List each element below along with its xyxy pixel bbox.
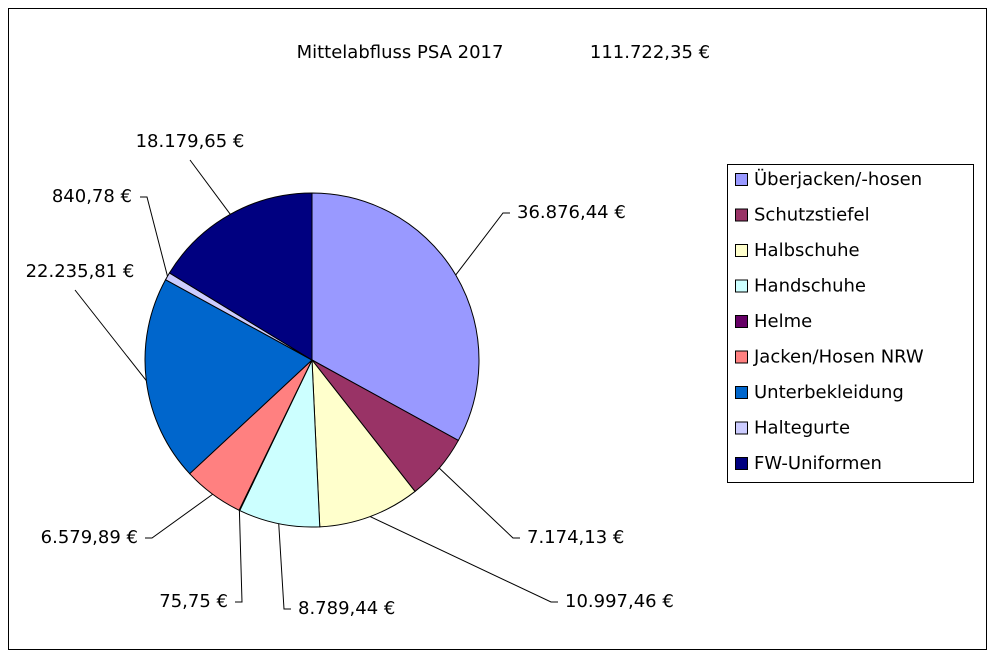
legend-swatch bbox=[735, 421, 748, 435]
legend-swatch bbox=[735, 457, 748, 470]
leader-line bbox=[278, 523, 291, 610]
data-label: 8.789,44 € bbox=[298, 598, 395, 619]
leader-line bbox=[74, 289, 147, 381]
leader-line bbox=[145, 493, 213, 539]
data-label: 18.179,65 € bbox=[136, 131, 245, 152]
pie-slice bbox=[144, 279, 313, 475]
chart-title: Mittelabfluss PSA 2017 bbox=[297, 42, 504, 63]
leader-line bbox=[235, 510, 243, 603]
legend-label: Handschuhe bbox=[754, 276, 866, 297]
legend-swatch bbox=[735, 208, 748, 222]
data-label: 10.997,46 € bbox=[565, 591, 674, 612]
legend-label: Halbschuhe bbox=[754, 240, 860, 261]
leader-line bbox=[140, 196, 168, 277]
legend-label: Schutzstiefel bbox=[754, 205, 870, 226]
data-label: 36.876,44 € bbox=[517, 202, 626, 223]
leader-line bbox=[369, 516, 558, 603]
leader-line bbox=[189, 159, 231, 215]
data-label: 840,78 € bbox=[52, 186, 132, 207]
legend-swatch bbox=[735, 279, 748, 293]
pie-slice bbox=[311, 192, 480, 442]
legend-swatch bbox=[735, 315, 748, 328]
legend-label: Unterbekleidung bbox=[754, 382, 904, 403]
leader-line bbox=[438, 467, 520, 539]
data-label: 75,75 € bbox=[159, 591, 228, 612]
legend-label: Helme bbox=[754, 311, 812, 332]
legend-swatch bbox=[735, 350, 748, 364]
data-label: 22.235,81 € bbox=[26, 261, 135, 282]
legend-swatch bbox=[735, 386, 748, 399]
legend-label: Haltegurte bbox=[754, 418, 850, 439]
leader-line bbox=[455, 212, 510, 276]
legend-box bbox=[727, 164, 974, 483]
legend-label: Jacken/Hosen NRW bbox=[753, 347, 924, 368]
chart-subtitle: 111.722,35 € bbox=[590, 42, 710, 63]
legend-swatch bbox=[735, 244, 748, 257]
data-label: 7.174,13 € bbox=[527, 527, 624, 548]
legend-label: Überjacken/-hosen bbox=[754, 168, 922, 190]
legend-label: FW-Uniformen bbox=[754, 453, 882, 474]
data-label: 6.579,89 € bbox=[41, 527, 138, 548]
legend-swatch bbox=[735, 173, 748, 186]
